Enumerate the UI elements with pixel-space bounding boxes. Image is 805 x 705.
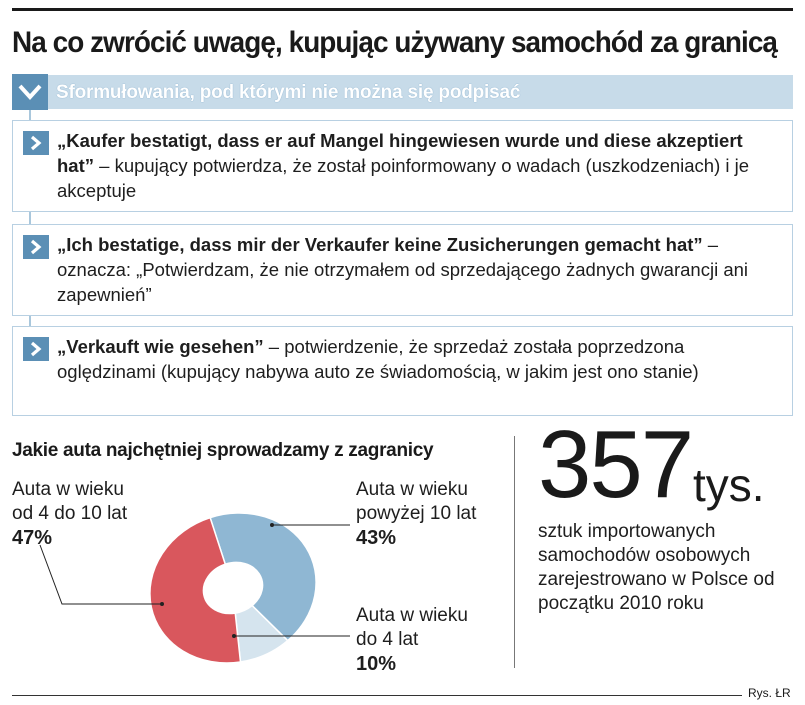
phrase-card-1: „Kaufer bestatigt, dass er auf Mangel hi… — [12, 120, 793, 212]
leader-line-4-10-dot — [160, 602, 164, 606]
phrase-quote: „Kaufer bestatigt, dass er auf Mangel hi… — [57, 130, 743, 176]
slice-value-label: 10% — [356, 653, 397, 675]
chevron-right-icon — [23, 337, 49, 361]
stat-unit: tys. — [693, 459, 765, 511]
column-divider — [514, 436, 515, 668]
phrase-card-2: „Ich bestatige, dass mir der Verkaufer k… — [12, 224, 793, 316]
phrase-explanation: – oznacza: „Potwierdzam, że nie otrzymał… — [57, 234, 749, 305]
chart-title: Jakie auta najchętniej sprowadzamy z zag… — [12, 440, 434, 461]
phrase-explanation: – potwierdzenie, że sprzedaż została pop… — [57, 336, 699, 382]
stat-description: sztuk importowanych samochodów osobowych… — [538, 521, 775, 614]
page-title: Na co zwrócić uwagę, kupując używany sam… — [12, 26, 778, 59]
credit: Rys. ŁR — [748, 686, 791, 700]
slice-label-line2: powyżej 10 lat — [356, 503, 477, 524]
slice-label-line2: do 4 lat — [356, 629, 419, 650]
donut-slice-4-10 — [149, 516, 242, 664]
stat-number: 357 — [538, 411, 694, 518]
chevron-down-icon — [12, 74, 48, 110]
section-header-band — [12, 75, 793, 109]
slice-label-line1: Auta w wieku — [12, 479, 124, 500]
bottom-rule — [12, 695, 742, 696]
slice-label-under-4: Auta w wieku do 4 lat 10% — [356, 604, 468, 676]
chevron-right-icon — [23, 131, 49, 155]
slice-value-label: 47% — [12, 527, 53, 549]
phrase-quote: „Ich bestatige, dass mir der Verkaufer k… — [57, 234, 703, 255]
phrase-explanation: – kupujący potwierdza, że został poinfor… — [57, 155, 750, 201]
phrase-quote: „Verkauft wie gesehen” — [57, 336, 264, 357]
phrase-text: „Kaufer bestatigt, dass er auf Mangel hi… — [57, 128, 780, 203]
slice-label-line1: Auta w wieku — [356, 479, 468, 500]
phrase-card-3: „Verkauft wie gesehen” – potwierdzenie, … — [12, 326, 793, 416]
leader-line-over-10-dot — [270, 523, 274, 527]
top-rule — [12, 8, 793, 11]
slice-label-line2: od 4 do 10 lat — [12, 503, 128, 524]
slice-value-label: 43% — [356, 527, 397, 549]
slice-label-4-10: Auta w wieku od 4 do 10 lat 47% — [12, 478, 127, 550]
slice-label-over-10: Auta w wieku powyżej 10 lat 43% — [356, 478, 476, 550]
phrase-text: „Ich bestatige, dass mir der Verkaufer k… — [57, 232, 780, 307]
leader-line-under-4-dot — [232, 634, 236, 638]
leader-line-4-10 — [39, 544, 162, 605]
phrase-text: „Verkauft wie gesehen” – potwierdzenie, … — [57, 334, 780, 384]
section-header-title: Sformułowania, pod którymi nie można się… — [56, 82, 521, 103]
chevron-right-icon — [23, 235, 49, 259]
donut-slice-over-10 — [209, 512, 317, 642]
slice-label-line1: Auta w wieku — [356, 605, 468, 626]
